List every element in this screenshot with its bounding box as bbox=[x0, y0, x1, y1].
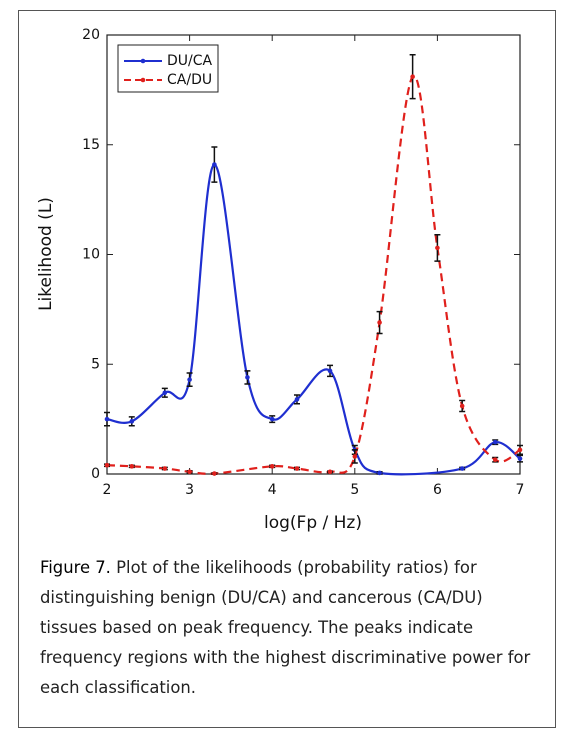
marker bbox=[187, 469, 192, 475]
legend-marker bbox=[140, 58, 146, 64]
marker bbox=[162, 466, 168, 471]
x-tick-label: 5 bbox=[350, 482, 359, 498]
marker bbox=[294, 466, 300, 471]
x-axis-label: log(Fp / Hz) bbox=[264, 513, 362, 533]
marker bbox=[104, 462, 110, 468]
caption: Figure 7. Plot of the likelihoods (proba… bbox=[40, 553, 540, 703]
y-tick-label: 20 bbox=[82, 27, 100, 43]
marker bbox=[269, 464, 275, 469]
marker bbox=[129, 419, 135, 424]
legend-label: CA/DU bbox=[167, 72, 212, 88]
x-tick-label: 7 bbox=[516, 482, 525, 498]
marker bbox=[435, 245, 440, 251]
y-tick-label: 0 bbox=[91, 466, 100, 482]
marker bbox=[212, 162, 217, 167]
marker bbox=[352, 454, 358, 459]
marker bbox=[212, 471, 217, 476]
marker bbox=[492, 439, 498, 445]
y-tick-label: 10 bbox=[82, 247, 100, 263]
marker bbox=[187, 377, 192, 382]
marker bbox=[377, 320, 382, 325]
plot-frame bbox=[106, 34, 521, 475]
marker bbox=[377, 470, 382, 476]
marker bbox=[129, 464, 135, 469]
legend-marker bbox=[140, 77, 146, 83]
marker bbox=[327, 368, 333, 374]
marker bbox=[410, 74, 415, 80]
marker bbox=[517, 456, 523, 461]
marker bbox=[517, 447, 523, 453]
y-tick-label: 15 bbox=[82, 137, 100, 153]
y-axis-label: Likelihood (L) bbox=[36, 197, 56, 311]
marker bbox=[104, 416, 110, 422]
legend-box bbox=[117, 44, 219, 93]
series-line bbox=[106, 74, 521, 475]
marker bbox=[162, 390, 168, 396]
caption-label: Figure 7. bbox=[40, 558, 111, 577]
marker bbox=[269, 416, 275, 422]
x-tick-label: 2 bbox=[103, 482, 112, 498]
marker bbox=[492, 457, 498, 463]
marker bbox=[245, 375, 250, 380]
x-tick-label: 4 bbox=[268, 482, 277, 498]
marker bbox=[294, 397, 300, 402]
marker bbox=[327, 469, 333, 475]
marker bbox=[459, 466, 465, 471]
series-line bbox=[106, 163, 521, 476]
x-tick-label: 6 bbox=[433, 482, 442, 498]
y-tick-label: 5 bbox=[91, 356, 100, 372]
x-tick-label: 3 bbox=[185, 482, 194, 498]
legend-label: DU/CA bbox=[167, 53, 213, 69]
figure-frame bbox=[18, 10, 556, 728]
marker bbox=[459, 403, 465, 409]
caption-text: Plot of the likelihoods (probability rat… bbox=[40, 558, 531, 697]
